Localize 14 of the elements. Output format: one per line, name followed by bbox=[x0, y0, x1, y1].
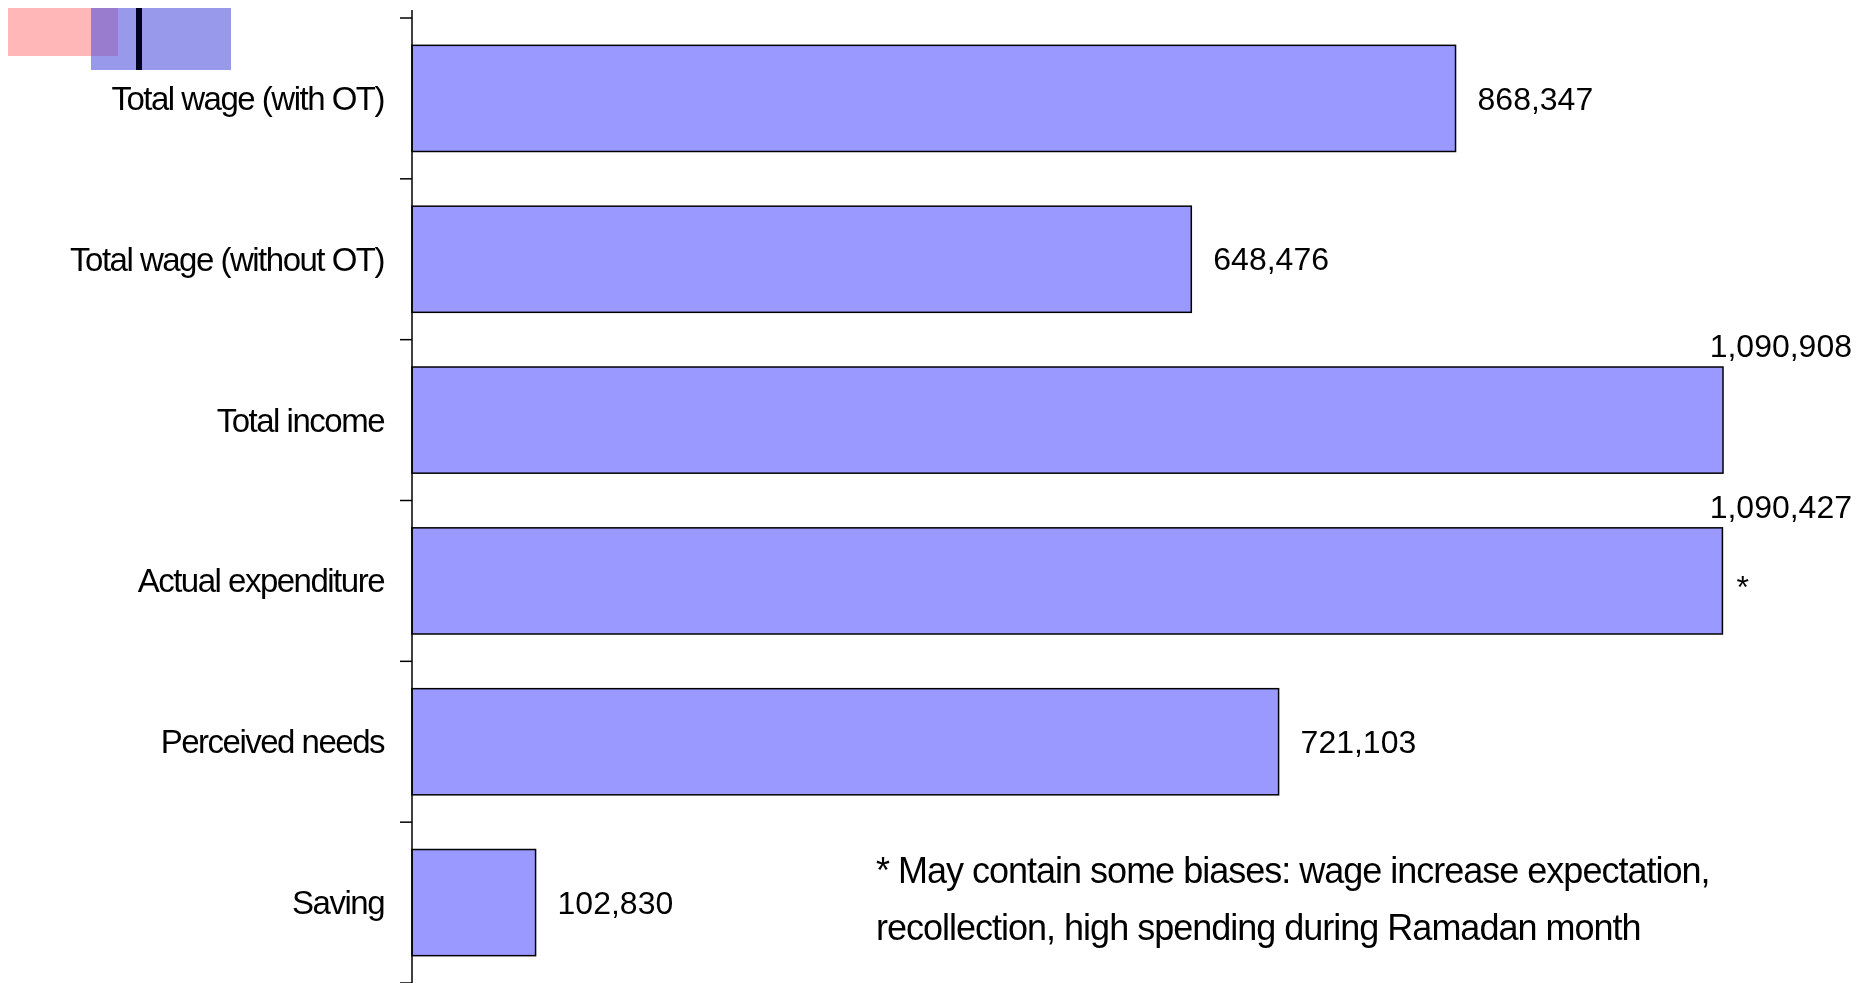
data-label: 721,103 bbox=[1300, 723, 1417, 760]
data-label: 648,476 bbox=[1213, 241, 1329, 278]
y-tick-label: Total income bbox=[216, 401, 385, 439]
annotation: * bbox=[1736, 569, 1749, 606]
y-tick-label: Total wage (with OT) bbox=[111, 79, 384, 117]
data-label: 102,830 bbox=[557, 884, 674, 921]
annotation: * May contain some biases: wage increase expectation, recollection, high spending during Ramadan month bbox=[876, 850, 1710, 948]
data-label: 1,090,427 bbox=[1709, 488, 1852, 525]
y-tick-label: Perceived needs bbox=[160, 723, 385, 761]
y-tick-label: Total wage (without OT) bbox=[70, 240, 384, 278]
y-tick-label: Actual expenditure bbox=[137, 562, 385, 600]
data-label: 868,347 bbox=[1477, 80, 1594, 117]
data-label: 1,090,908 bbox=[1709, 328, 1852, 365]
y-tick-label: Saving bbox=[292, 884, 385, 922]
